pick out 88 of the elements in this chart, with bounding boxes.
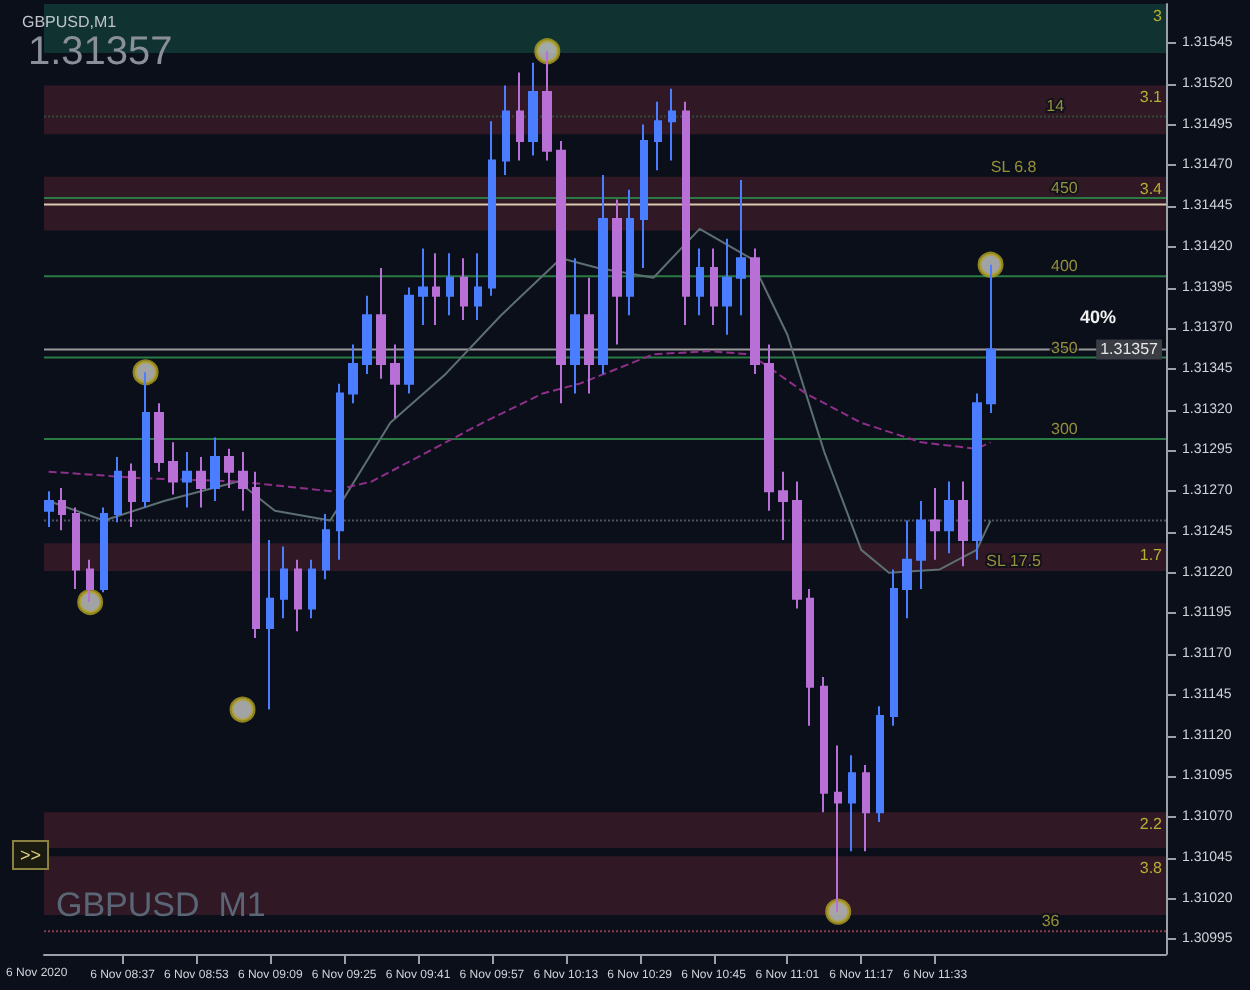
candlestick xyxy=(460,257,468,322)
candlestick xyxy=(308,558,316,620)
candlestick xyxy=(294,558,302,633)
candlestick xyxy=(432,252,440,327)
annotation: 1.31357 xyxy=(28,30,173,74)
candlestick xyxy=(848,754,856,853)
candlestick xyxy=(502,84,510,177)
candlestick xyxy=(598,174,608,375)
candlestick xyxy=(682,100,690,327)
candlestick xyxy=(100,506,108,594)
annotation: 36 xyxy=(1041,912,1061,931)
candlestick xyxy=(916,500,926,590)
candlestick xyxy=(182,451,192,509)
candlestick xyxy=(986,263,996,415)
candlestick xyxy=(280,545,288,620)
candlestick xyxy=(764,343,774,512)
candlestick xyxy=(446,252,454,317)
candlestick xyxy=(806,587,814,727)
candlestick xyxy=(862,763,870,853)
candlestick xyxy=(86,558,94,604)
candlestick xyxy=(570,257,580,395)
candlestick xyxy=(266,539,274,711)
annotation: 400 xyxy=(1051,257,1079,276)
candlestick xyxy=(626,188,634,317)
candlestick xyxy=(668,87,676,162)
candlestick xyxy=(142,371,150,509)
candlestick xyxy=(362,294,372,375)
band-label: 3 xyxy=(1153,7,1164,25)
candlestick xyxy=(890,568,898,727)
annotation: GBPUSD M1 xyxy=(56,886,266,924)
candlestick xyxy=(238,451,248,512)
candlestick xyxy=(750,247,760,375)
candlestick xyxy=(128,462,136,529)
band-label: 2.2 xyxy=(1139,815,1164,834)
candlestick xyxy=(418,247,428,327)
candlestick xyxy=(44,490,54,529)
candlestick xyxy=(376,266,386,380)
candlestick xyxy=(722,237,732,336)
candlestick xyxy=(944,480,954,555)
text: GBPUSD,M1 xyxy=(22,13,118,31)
text: >> xyxy=(20,845,42,865)
candlestick xyxy=(820,675,828,814)
candlestick xyxy=(902,519,912,620)
band-label: 3.4 xyxy=(1139,179,1164,198)
candlestick xyxy=(224,447,234,489)
candlestick xyxy=(390,343,400,419)
candlestick xyxy=(168,441,178,496)
candlestick xyxy=(640,123,648,269)
candlestick xyxy=(612,198,622,346)
band-label: 3.1 xyxy=(1139,88,1164,107)
candlestick xyxy=(876,705,884,824)
candlestick xyxy=(654,100,662,172)
candlestick xyxy=(556,139,566,405)
candlestick xyxy=(528,61,538,157)
candlestick xyxy=(542,50,552,162)
ref-line-label: 1.31357 xyxy=(1100,340,1160,359)
candlestick xyxy=(210,436,220,502)
candlestick xyxy=(196,456,206,509)
candlestick xyxy=(72,506,80,590)
band-label: 3.8 xyxy=(1139,859,1164,878)
candlestick xyxy=(930,486,940,561)
annotation: 450 xyxy=(1051,178,1079,197)
candlestick xyxy=(348,343,358,405)
annotation: SL 6.8 xyxy=(990,157,1038,176)
candlestick xyxy=(736,178,746,317)
band-label: 1.7 xyxy=(1139,546,1164,565)
candlestick xyxy=(516,71,524,162)
candlestick xyxy=(58,486,66,532)
candlestick xyxy=(584,276,594,395)
candlestick xyxy=(154,402,164,473)
candlestick xyxy=(252,470,260,639)
candlestick xyxy=(958,480,968,568)
candlestick xyxy=(696,247,704,317)
candlestick xyxy=(972,392,982,561)
candlestick xyxy=(404,286,414,395)
candlestick xyxy=(710,247,718,327)
annotation: SL 17.5 xyxy=(986,552,1043,571)
candlestick xyxy=(474,252,482,322)
candlestick xyxy=(792,480,802,610)
candlestick xyxy=(114,456,122,524)
candlestick xyxy=(778,470,788,542)
candlestick xyxy=(834,744,842,913)
candlestick xyxy=(322,513,330,581)
candlestick xyxy=(336,382,344,561)
candlestick xyxy=(488,120,496,297)
annotation: 14 xyxy=(1046,97,1066,116)
annotation: 40% xyxy=(1080,307,1117,327)
annotation: 300 xyxy=(1051,420,1079,439)
